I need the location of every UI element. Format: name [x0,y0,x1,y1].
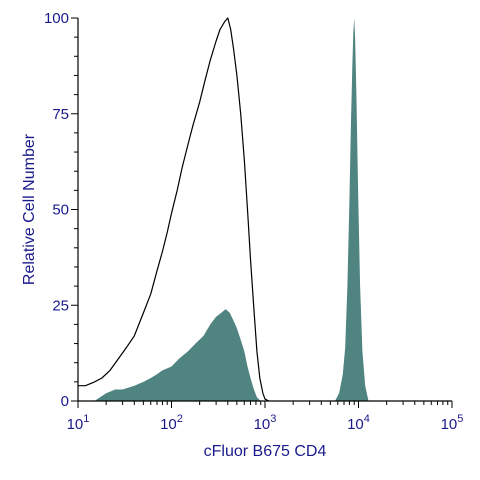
histogram-marks [78,17,369,402]
tick-labels: 0 25 50 75 100 101 102 103 104 105 [44,10,463,433]
x-tick-label: 104 [347,413,370,433]
y-tick-label: 0 [61,393,69,410]
y-tick-label: 50 [52,202,69,219]
filled-histogram-2 [335,18,369,401]
y-tick-label: 100 [44,10,69,27]
x-axis-title: cFluor B675 CD4 [204,443,327,460]
filled-histogram-1 [94,309,261,401]
x-tick-label: 105 [441,413,464,433]
outline-histogram-0 [78,17,270,402]
y-axis-title: Relative Cell Number [21,133,38,285]
x-tick-label: 101 [67,413,90,433]
y-tick-label: 75 [52,106,69,123]
x-tick-label: 102 [160,413,183,433]
x-tick-label: 103 [254,413,277,433]
y-tick-label: 25 [52,297,69,314]
axes [71,17,453,408]
